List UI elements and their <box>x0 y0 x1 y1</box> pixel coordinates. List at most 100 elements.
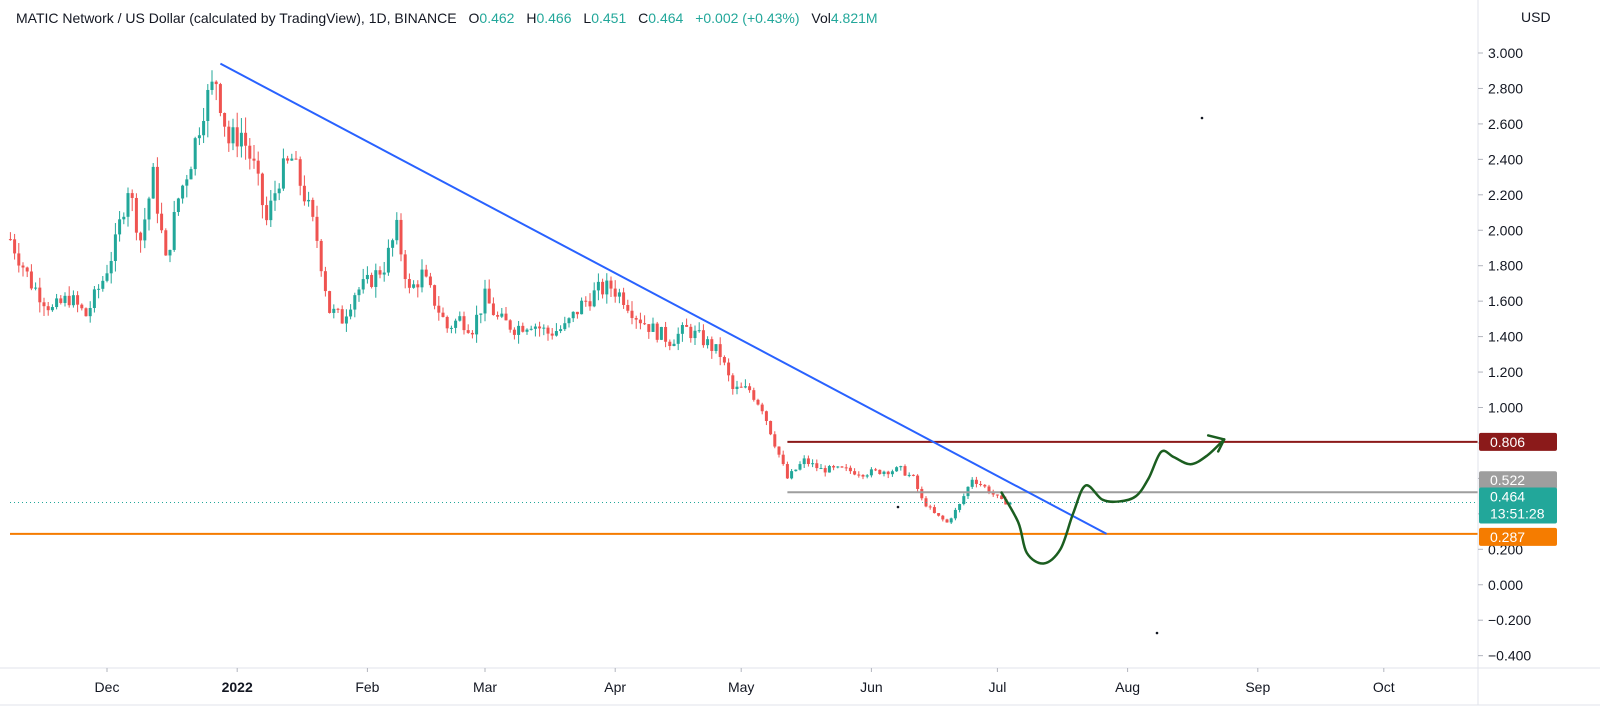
open-label: O <box>468 10 480 26</box>
resistance-price-text: 0.806 <box>1490 434 1525 450</box>
candle-body <box>941 515 945 520</box>
candle-body <box>508 320 512 330</box>
volume-label: Vol <box>811 10 831 26</box>
candle-body <box>848 467 852 472</box>
x-tick-label: Aug <box>1115 679 1140 695</box>
candle-body <box>970 479 974 487</box>
candle-body <box>920 488 924 499</box>
candle-body <box>512 329 516 335</box>
candle-body <box>752 390 756 400</box>
candle-body <box>29 271 33 289</box>
chart-drawings[interactable] <box>10 62 1478 635</box>
candle-body <box>676 333 680 344</box>
candle-body <box>50 307 54 311</box>
candle-body <box>823 468 827 473</box>
resistance-price-badge <box>1479 432 1557 451</box>
candle-body <box>714 344 718 351</box>
y-tick-label: 2.400 <box>1488 151 1523 167</box>
candle-body <box>659 326 663 340</box>
candle-body <box>42 302 46 307</box>
candle-body <box>1008 502 1012 505</box>
candle-body <box>223 112 227 127</box>
y-tick-label: 2.600 <box>1488 116 1523 132</box>
candle-body <box>735 386 739 390</box>
candle-body <box>991 492 995 495</box>
y-tick-label: 3.000 <box>1488 45 1523 61</box>
candle-body <box>945 519 949 523</box>
y-tick-label: 1.400 <box>1488 329 1523 345</box>
candle-body <box>395 219 399 241</box>
candle-body <box>609 280 613 289</box>
candle-body <box>689 326 693 339</box>
candle-body <box>319 240 323 272</box>
candle-body <box>197 135 201 139</box>
price-axis[interactable]: 3.000 2.800 2.600 2.400 2.200 2.000 1.800 1.600… <box>1477 0 1531 705</box>
candle-body <box>865 475 869 477</box>
candle-body <box>790 471 794 479</box>
y-tick-label: 1.000 <box>1488 400 1523 416</box>
candle-body <box>937 513 941 516</box>
candle-body <box>315 216 319 241</box>
current-price-badge <box>1479 487 1557 524</box>
candle-body <box>134 197 138 233</box>
candle-body <box>218 84 222 113</box>
candle-body <box>126 193 130 217</box>
candle-body <box>500 313 504 317</box>
x-tick-label: Sep <box>1245 679 1270 695</box>
candle-body <box>399 219 403 255</box>
candle-body <box>756 399 760 405</box>
candle-body <box>857 474 861 476</box>
candle-body <box>17 253 21 266</box>
candle-body <box>760 404 764 412</box>
candle-body <box>164 230 168 256</box>
candle-body <box>416 284 420 288</box>
candle-body <box>458 316 462 321</box>
candle-body <box>130 193 134 198</box>
current-price-text: 0.464 <box>1490 489 1525 505</box>
candle-body <box>286 158 290 161</box>
symbol-title[interactable]: MATIC Network / US Dollar (calculated by… <box>16 10 457 26</box>
candle-body <box>962 496 966 505</box>
y-tick-label: 2.800 <box>1488 80 1523 96</box>
range_low-price-badge <box>1479 471 1557 490</box>
candle-body <box>643 323 647 325</box>
candle-body <box>622 292 626 305</box>
candle-body <box>722 357 726 363</box>
candle-body <box>189 169 193 180</box>
candle-body <box>269 200 273 221</box>
candle-body <box>701 330 705 346</box>
candle-body <box>844 467 848 469</box>
candle-body <box>428 276 432 286</box>
candle-body <box>302 185 306 202</box>
x-tick-label: Feb <box>355 679 379 695</box>
candle-body <box>475 314 479 335</box>
candle-body <box>861 474 865 477</box>
candle-body <box>567 318 571 324</box>
x-tick-label: Apr <box>604 679 626 695</box>
candle-body <box>777 446 781 455</box>
currency-label[interactable]: USD <box>1521 9 1551 25</box>
candle-body <box>798 464 802 470</box>
candle-body <box>403 254 407 280</box>
candle-body <box>668 341 672 347</box>
candle-body <box>122 216 126 220</box>
candle-body <box>651 323 655 332</box>
time-axis[interactable]: Dec 2022 Feb Mar Apr May Jun Jul Aug Sep Oct <box>0 667 1600 706</box>
candle-body <box>454 320 458 328</box>
candle-body <box>601 281 605 295</box>
candle-body <box>764 411 768 421</box>
candle-body <box>361 279 365 290</box>
y-tick-label: 2.200 <box>1488 187 1523 203</box>
support-price-text: 0.287 <box>1490 529 1525 545</box>
candle-body <box>378 270 382 275</box>
candle-body <box>323 271 327 292</box>
candle-body <box>113 234 117 261</box>
high-label: H <box>526 10 537 26</box>
candle-body <box>882 471 886 474</box>
candle-body <box>8 239 12 241</box>
candle-body <box>151 166 155 199</box>
candle-body <box>340 309 344 324</box>
y-tick-label: −0.200 <box>1488 612 1531 628</box>
candle-body <box>139 232 143 241</box>
